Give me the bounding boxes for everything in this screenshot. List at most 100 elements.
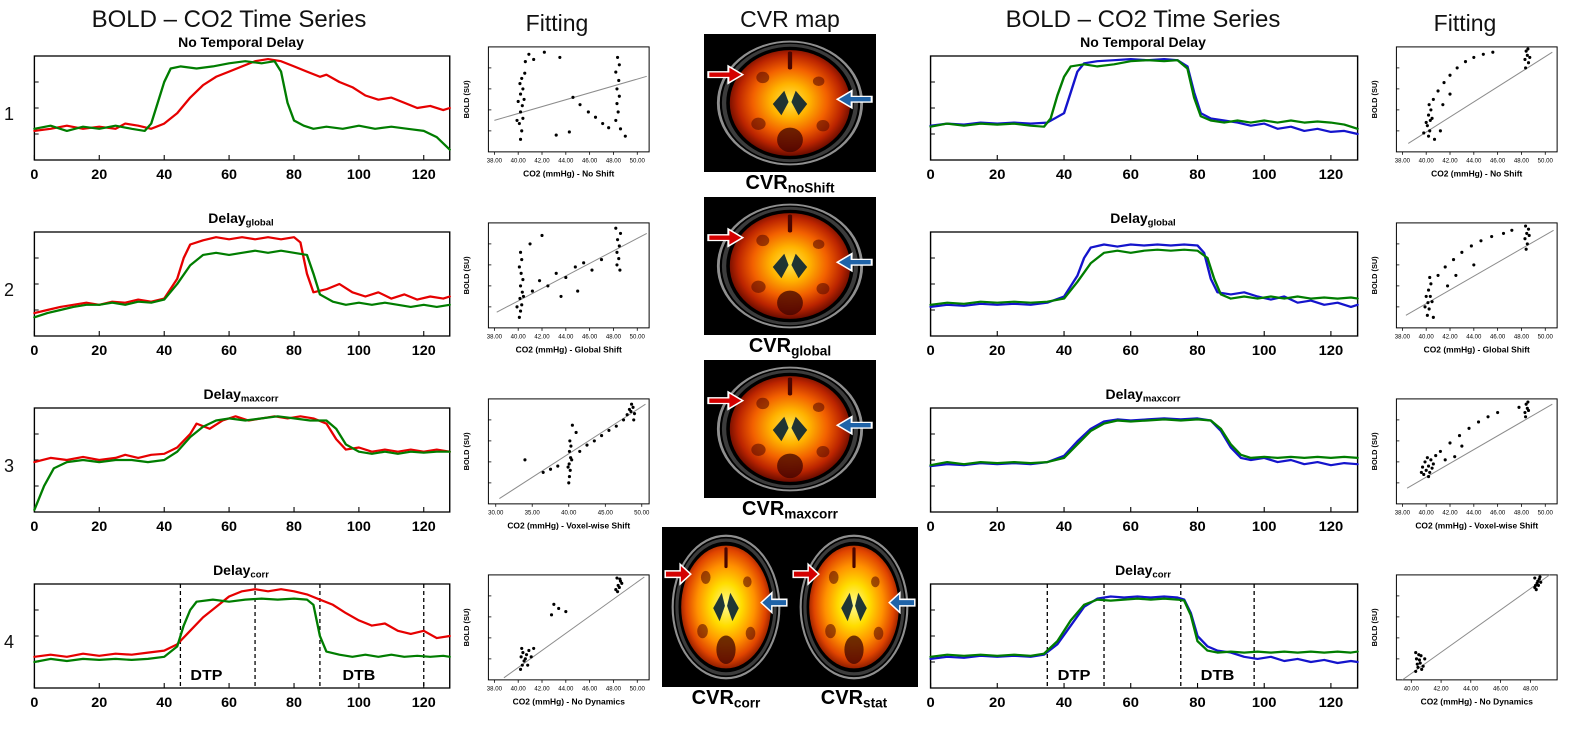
cvr-label-sub: maxcorr: [784, 506, 838, 522]
data-point: [1526, 227, 1531, 231]
x-tick-label: 44.00: [558, 159, 574, 165]
data-point: [552, 602, 556, 606]
data-point: [521, 278, 525, 282]
cvr-map-stat-image: [790, 527, 918, 687]
x-tick-label: 0: [926, 695, 934, 710]
data-point: [1476, 420, 1481, 424]
data-point: [1429, 458, 1433, 462]
x-tick-label: 40: [1056, 343, 1073, 358]
data-point: [1420, 465, 1425, 469]
data-point: [1429, 282, 1433, 286]
panel-title-main: No Temporal Delay: [178, 34, 304, 50]
data-point: [1414, 657, 1419, 661]
line-chart-svg: 0 20 40 60 80 100 120: [30, 231, 451, 358]
timeseries-chart: 0 20 40 60 80 100 120: [924, 228, 1362, 378]
line-chart-svg: 0 20 40 60 80 100 120 DTP DTB: [30, 583, 451, 710]
cvr-map-global-label: CVRglobal: [704, 335, 876, 360]
data-point: [520, 663, 524, 667]
data-point: [1438, 449, 1442, 453]
data-point: [630, 402, 634, 406]
data-point: [1416, 665, 1420, 669]
skull-ring: [716, 40, 864, 166]
x-tick-label: 44.00: [1466, 159, 1482, 165]
x-tick-label: 100: [1252, 343, 1277, 358]
x-tick-label: 40: [1056, 695, 1073, 710]
data-point: [614, 588, 618, 592]
x-tick-label: 48.00: [606, 159, 622, 165]
x-tick-label: 40.00: [511, 159, 527, 165]
data-point: [532, 57, 536, 62]
data-point: [1501, 231, 1506, 235]
x-tick-label: 40.00: [561, 511, 577, 517]
x-tick-label: 48.00: [606, 335, 622, 341]
data-point: [1479, 239, 1483, 243]
data-point: [615, 87, 619, 91]
data-point: [1467, 426, 1471, 430]
data-point: [1448, 92, 1452, 96]
data-point: [521, 651, 525, 655]
panel-title-main: Delay: [1110, 210, 1148, 226]
data-point: [515, 118, 519, 122]
timeseries-row-1: 1 No Temporal Delay 0 20 40 60 80 100 120: [4, 34, 454, 206]
data-point: [1419, 470, 1423, 474]
x-tick-label: 44.00: [1466, 511, 1482, 517]
panel-title-main: No Temporal Delay: [1080, 34, 1206, 50]
data-point: [1454, 273, 1458, 277]
x-tick-label: 40.00: [511, 687, 527, 693]
timeseries-panel: Delaycorr 0 20 40 60 80 100 120 DTP DTB: [924, 562, 1362, 730]
data-point: [617, 585, 621, 590]
cvr-bottom-labels: CVRcorr CVRstat: [662, 687, 918, 712]
timeseries-row-3: Delaymaxcorr 0 20 40 60 80 100 120: [924, 386, 1362, 558]
x-tick-label: 0: [926, 167, 934, 182]
data-point: [521, 116, 525, 120]
data-point: [1436, 273, 1440, 277]
data-point: [569, 444, 573, 448]
x-tick-label: 42.00: [1442, 335, 1458, 341]
data-point: [517, 315, 521, 319]
annotation-DTP: DTP: [1058, 668, 1091, 684]
series-blue: [929, 243, 1359, 309]
x-tick-label: 50.00: [630, 687, 646, 693]
x-tick-label: 40: [156, 694, 172, 709]
data-point: [520, 76, 524, 80]
cvr-map-corr-label: CVRcorr: [662, 687, 790, 712]
series-green: [33, 415, 451, 512]
data-point: [520, 290, 524, 294]
data-point: [567, 130, 571, 134]
data-point: [527, 52, 531, 56]
timeseries-panel: Delaymaxcorr 0 20 40 60 80 100 120: [28, 386, 454, 554]
data-point: [1523, 57, 1527, 62]
scatter-chart-svg: BOLD (SU) 38.00 40.00 42.00 44.00 46.00 48.00 5…: [462, 222, 650, 354]
data-point: [528, 242, 532, 246]
data-point: [1428, 129, 1432, 133]
series-green: [33, 249, 451, 319]
data-point: [576, 289, 580, 293]
red-arrow-icon: [707, 64, 745, 85]
x-tick-label: 46.00: [1493, 687, 1509, 693]
data-point: [1428, 470, 1432, 474]
cvr-label-main: CVR: [745, 172, 788, 194]
data-point: [1526, 47, 1530, 51]
data-point: [1523, 224, 1528, 228]
scatter-chart-svg: BOLD (SU) 30.00 35.00 40.00 45.00 50.00 CO2 (m…: [462, 398, 650, 530]
x-tick-label: 44.00: [558, 687, 574, 693]
x-tick-label: 80: [1189, 167, 1206, 182]
red-arrow-icon: [664, 562, 692, 586]
red-arrow-icon: [707, 227, 745, 248]
data-point: [1426, 475, 1431, 479]
data-point: [1448, 73, 1452, 77]
x-tick-label: 20: [91, 342, 107, 357]
data-point: [1517, 405, 1521, 409]
data-point: [1455, 66, 1459, 70]
x-tick-label: 44.00: [1463, 687, 1479, 693]
data-point: [1431, 97, 1435, 101]
data-point: [618, 127, 623, 131]
series-green: [33, 597, 451, 664]
row-number-3: 3: [4, 456, 15, 476]
row-number-2: 2: [4, 280, 15, 300]
data-point: [549, 613, 554, 617]
data-point: [541, 470, 545, 474]
fit-line: [496, 232, 647, 313]
x-tick-label: 80: [286, 518, 302, 533]
x-tick-label: 80: [286, 166, 302, 181]
